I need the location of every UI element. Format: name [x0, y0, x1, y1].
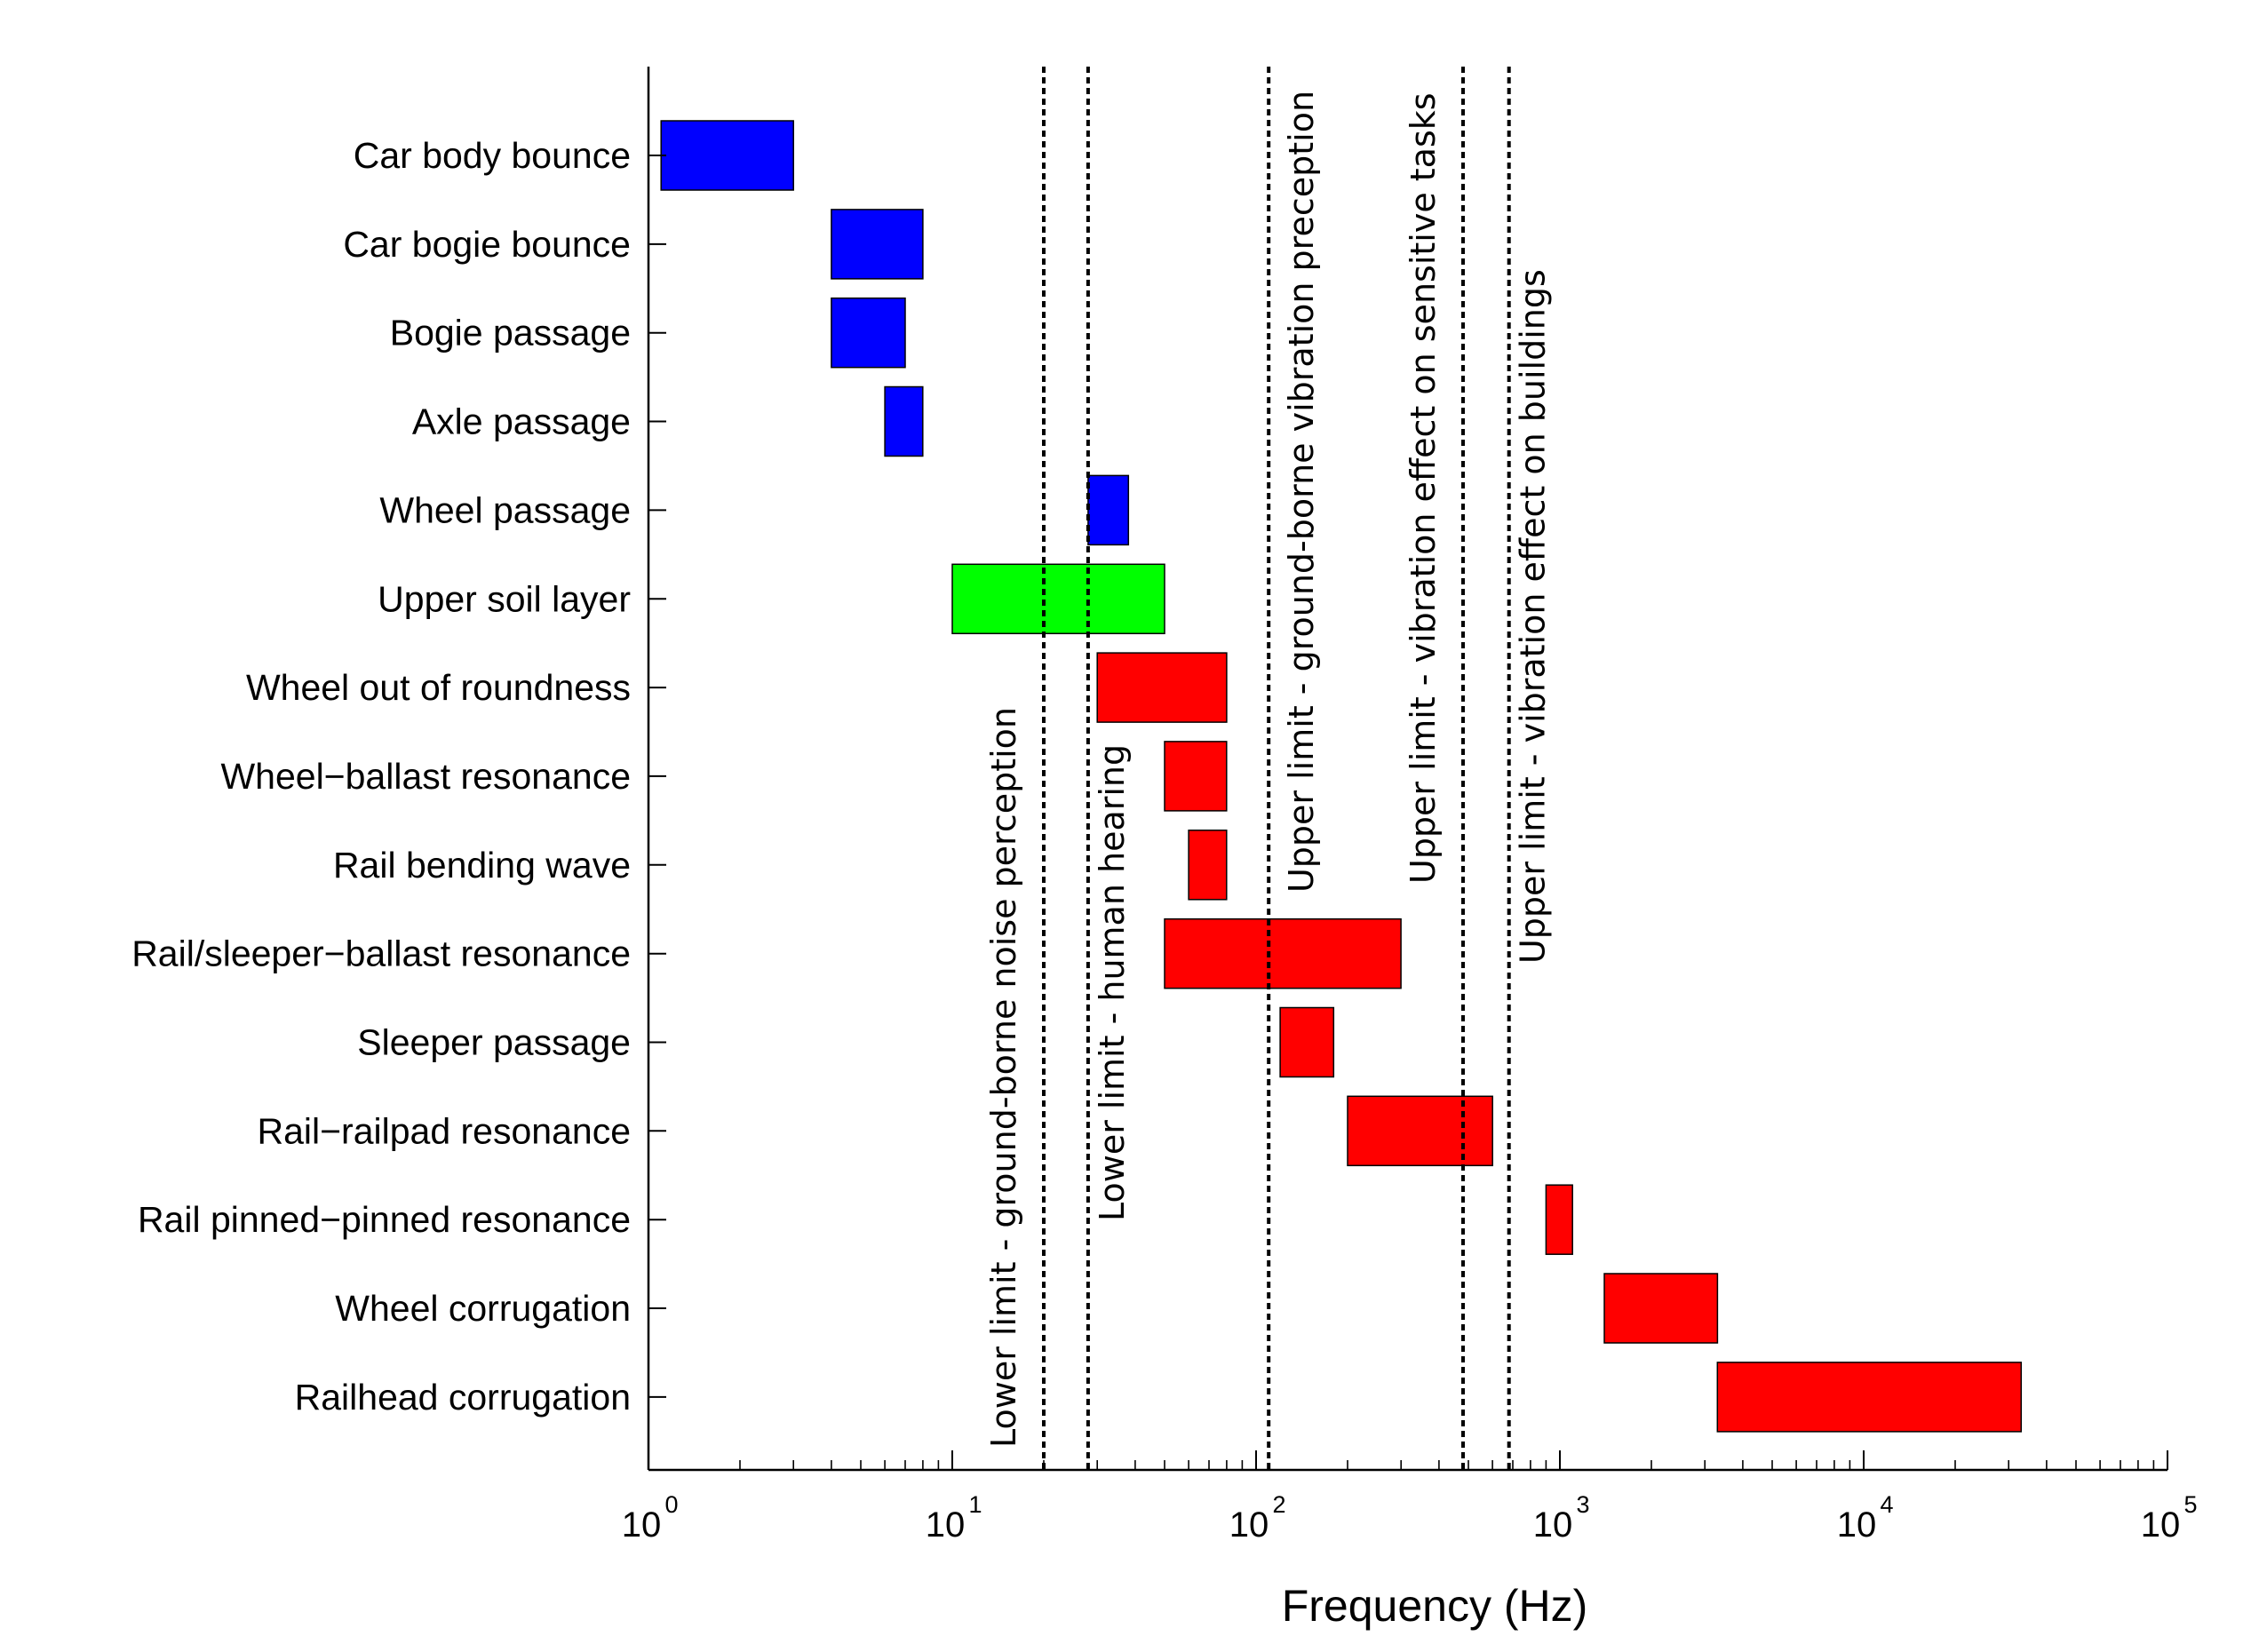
category-label: Bogie passage — [390, 313, 631, 353]
range-bar — [1347, 1095, 1493, 1167]
category-label: Wheel−ballast resonance — [220, 756, 631, 797]
category-label: Rail−railpad resonance — [257, 1110, 631, 1151]
range-bar — [1603, 1273, 1719, 1344]
range-bar — [1096, 652, 1228, 723]
range-bar — [831, 209, 924, 280]
category-label: Sleeper passage — [357, 1022, 631, 1063]
category-label: Car body bounce — [354, 135, 631, 176]
x-tick-label: 10 — [622, 1505, 662, 1545]
category-label: Rail pinned−pinned resonance — [138, 1199, 631, 1240]
limit-line-label: Lower limit - human hearing — [1093, 744, 1132, 1221]
range-bar — [1545, 1184, 1573, 1255]
x-tick-exponent: 3 — [1576, 1491, 1589, 1518]
limit-line-label: Lower limit - ground-borne noise percept… — [984, 707, 1023, 1448]
x-tick-label: 10 — [2141, 1505, 2181, 1545]
limit-line-label: Upper limit - ground-borne vibration pre… — [1282, 91, 1321, 893]
range-bar — [660, 120, 794, 191]
range-bar — [951, 563, 1165, 635]
x-tick-exponent: 2 — [1272, 1491, 1285, 1518]
range-bar — [1188, 830, 1228, 901]
category-labels-layer: Car body bounce Car bogie bounce Bogie pas… — [131, 135, 631, 1418]
category-label: Wheel out of roundness — [246, 667, 631, 708]
x-axis-label: Frequency (Hz) — [1282, 1581, 1588, 1631]
axes-layer — [647, 67, 2167, 1472]
limit-lines-layer: Lower limit - ground-borne noise percept… — [984, 67, 1553, 1470]
category-label: Axle passage — [412, 401, 631, 442]
range-bar — [831, 297, 906, 369]
x-tick-exponent: 1 — [968, 1491, 982, 1518]
x-tick-label: 10 — [1533, 1505, 1573, 1545]
x-tick-label: 10 — [1229, 1505, 1269, 1545]
y-ticks-layer — [648, 155, 666, 1398]
range-bar — [884, 385, 924, 457]
range-bar — [1279, 1006, 1335, 1078]
category-label: Wheel passage — [379, 489, 631, 530]
category-label: Rail bending wave — [333, 845, 631, 886]
category-label: Rail/sleeper−ballast resonance — [131, 933, 631, 974]
x-tick-label: 10 — [926, 1505, 966, 1545]
limit-line-label: Upper limit - vibration effect on buildi… — [1514, 269, 1553, 964]
range-bar — [1716, 1362, 2023, 1433]
x-tick-exponent: 0 — [664, 1491, 678, 1518]
category-label: Car bogie bounce — [343, 224, 631, 265]
category-label: Wheel corrugation — [335, 1288, 631, 1329]
range-bar — [1164, 917, 1402, 989]
x-tick-label: 10 — [1837, 1505, 1877, 1545]
limit-line-label: Upper limit - vibration effect on sensit… — [1404, 92, 1443, 884]
range-bar — [1164, 741, 1228, 812]
category-label: Railhead corrugation — [295, 1377, 631, 1418]
x-tick-exponent: 5 — [2183, 1491, 2197, 1518]
x-tick-exponent: 4 — [1880, 1491, 1893, 1518]
range-bar — [1087, 474, 1130, 546]
bars-layer — [660, 120, 2023, 1433]
category-label: Upper soil layer — [378, 578, 631, 619]
